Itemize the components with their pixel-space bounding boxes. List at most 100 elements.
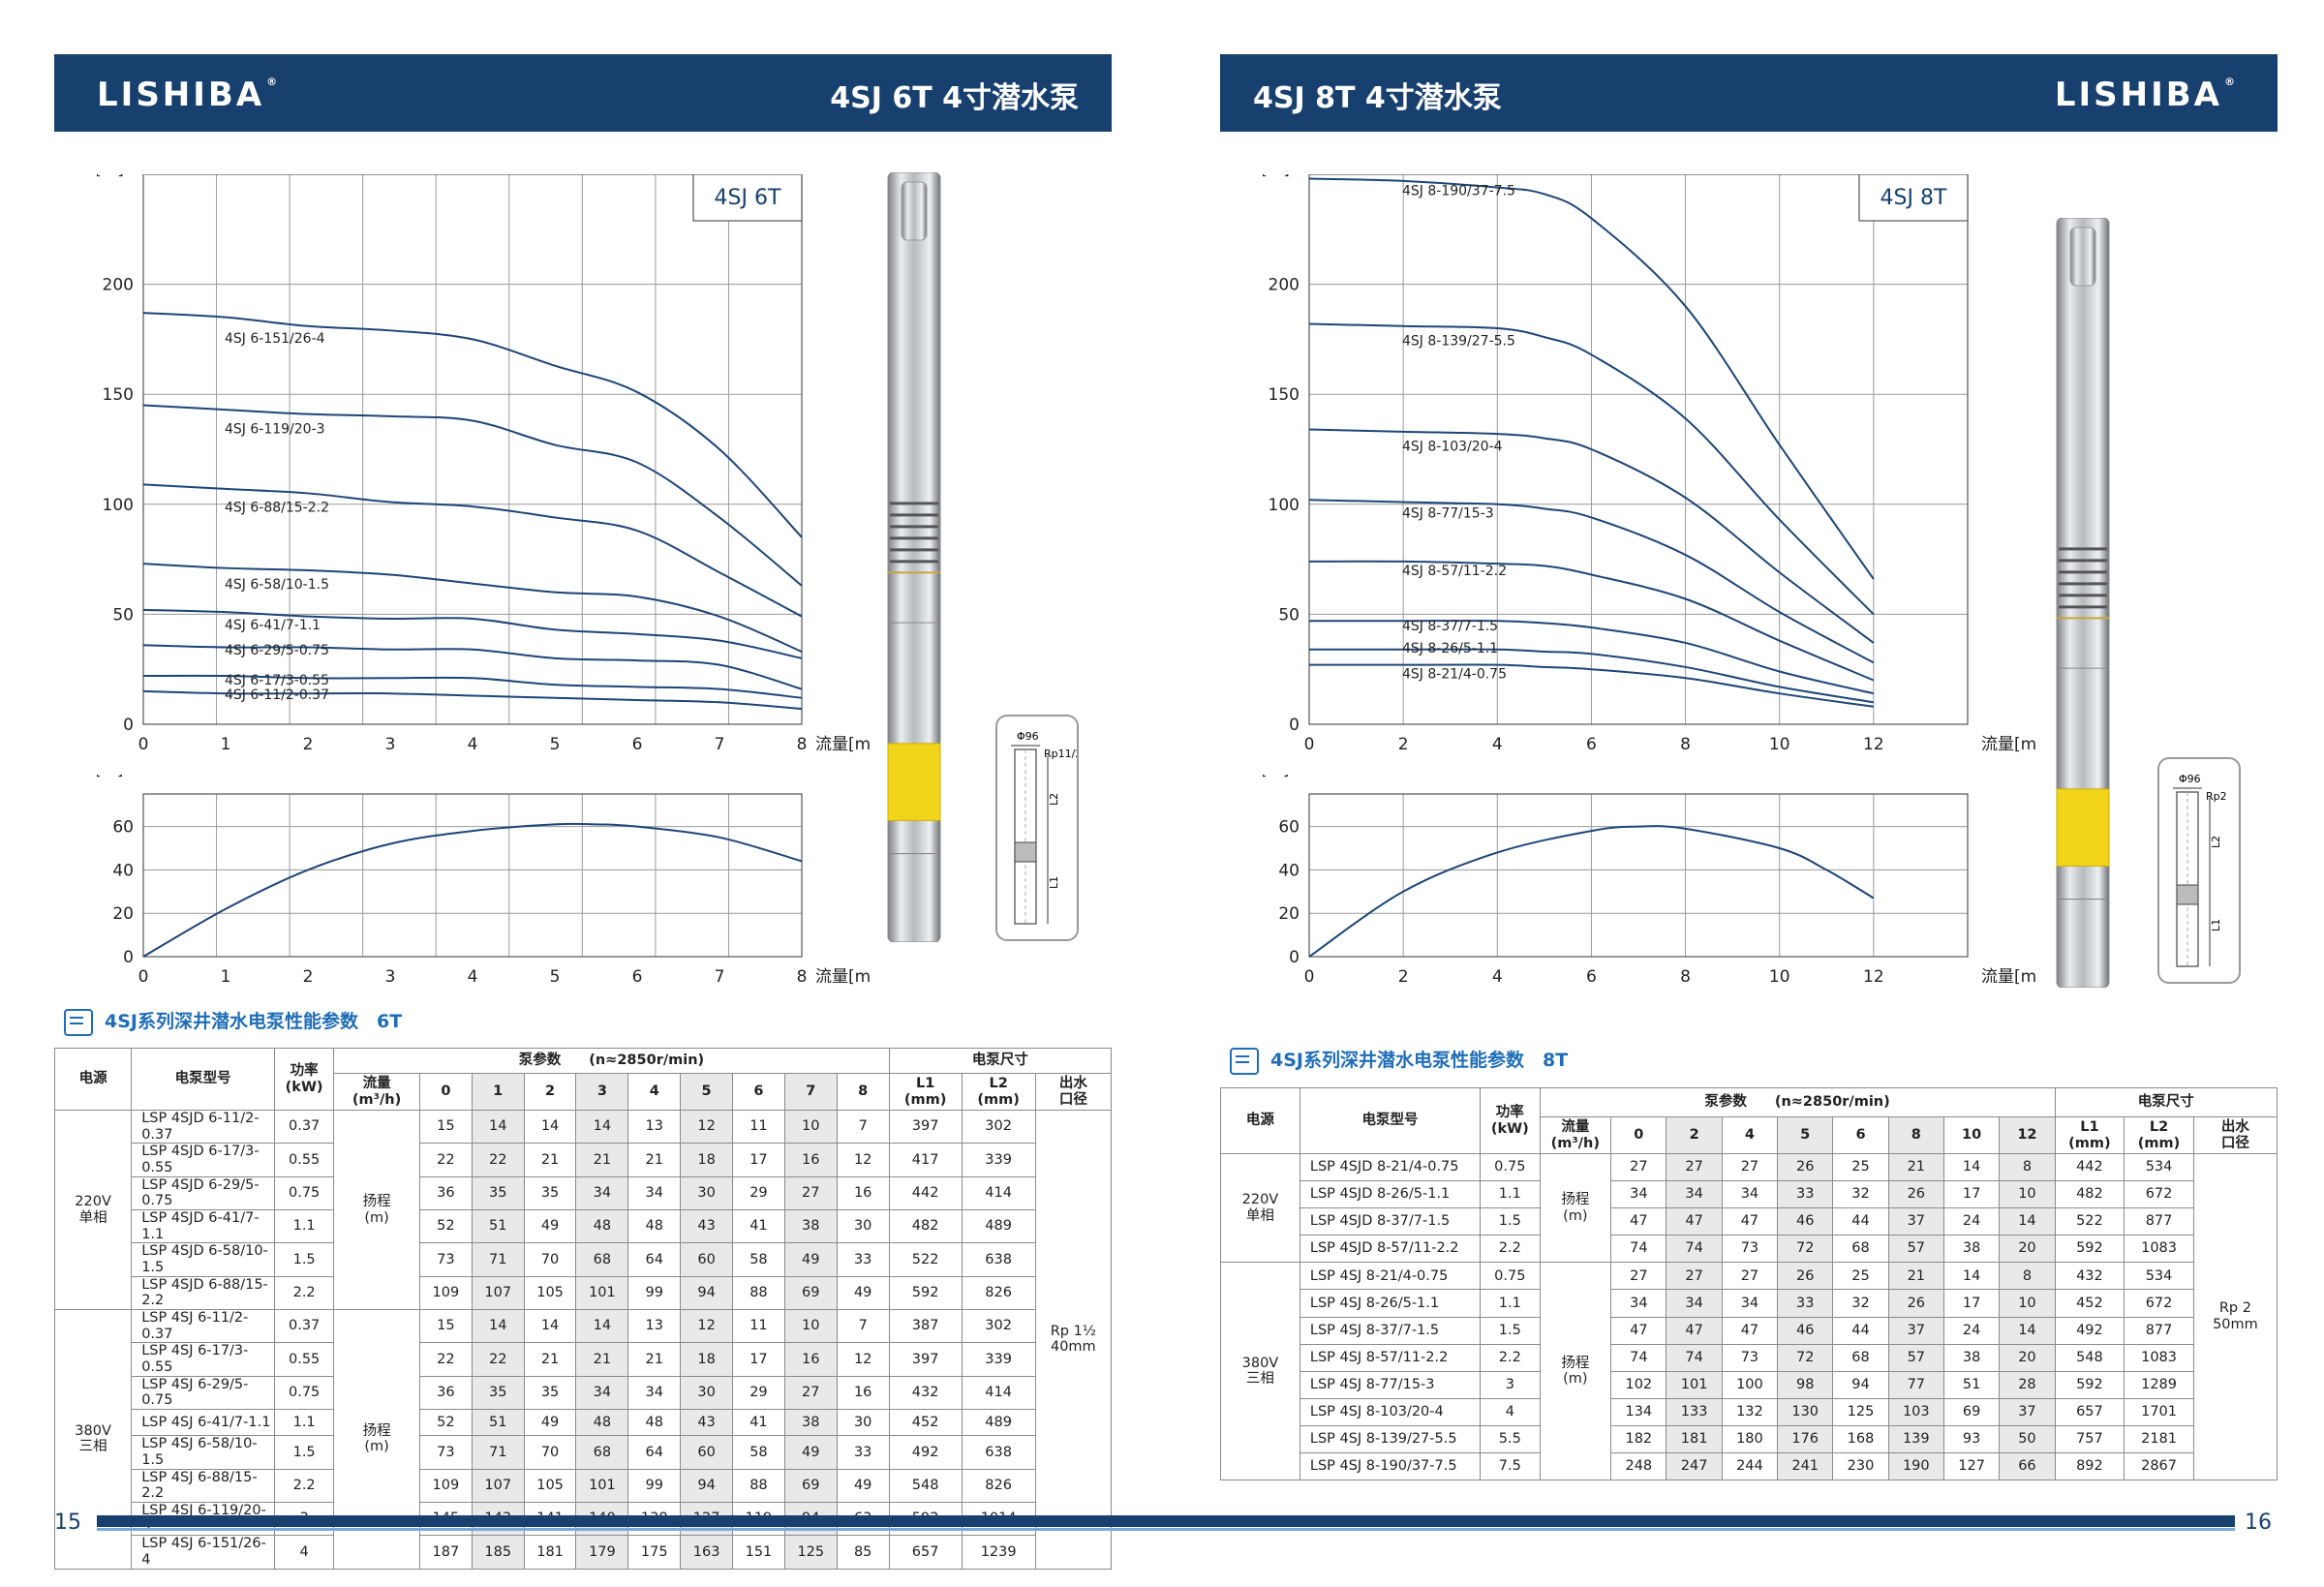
series-line — [142, 822, 803, 958]
head-value-cell: 15 — [418, 1309, 473, 1344]
l1-cell: 482 — [2054, 1180, 2125, 1209]
y-axis-label: 效率[%] — [1263, 775, 1294, 779]
head-value-cell: 66 — [1999, 1452, 2056, 1481]
head-value-cell: 69 — [1942, 1397, 2001, 1426]
head-value-cell: 25 — [1832, 1262, 1889, 1291]
head-value-cell: 8 — [1999, 1152, 2056, 1182]
y-tick-label: 40 — [112, 861, 134, 880]
l1-cell: 452 — [2054, 1289, 2125, 1318]
head-value-cell: 14 — [471, 1109, 525, 1144]
head-value-cell: 98 — [1777, 1370, 1834, 1399]
column-header: 7 — [783, 1073, 838, 1111]
head-value-cell: 11 — [732, 1309, 785, 1344]
diameter-label: Φ96 — [1017, 730, 1039, 743]
head-value-cell: 20 — [1999, 1235, 2056, 1264]
head-value-cell: 10 — [783, 1109, 838, 1144]
head-value-cell: 57 — [1887, 1235, 1944, 1264]
head-value-cell: 17 — [732, 1143, 785, 1177]
table-row: LSP 4SJD 8-26/5-1.1 1.1 34 34 34 33 32 26 17 10 48… — [1221, 1180, 2278, 1209]
head-value-cell: 60 — [680, 1435, 734, 1470]
head-value-cell: 21 — [575, 1143, 629, 1177]
head-value-cell: 48 — [575, 1209, 629, 1244]
head-label-cell: 扬程 (m) — [1539, 1262, 1612, 1481]
section-title: 4SJ系列深井潜水电泵性能参数 6T — [64, 1007, 402, 1036]
outlet-cell: Rp 2 50mm — [2192, 1152, 2278, 1481]
head-value-cell: 26 — [1887, 1289, 1944, 1318]
l2-cell: 1083 — [2124, 1235, 2194, 1264]
l1-cell: 492 — [888, 1435, 963, 1470]
head-value-cell: 99 — [627, 1468, 682, 1504]
head-value-cell: 11 — [732, 1109, 785, 1144]
y-tick-label: 0 — [1289, 716, 1300, 735]
x-tick-label: 0 — [138, 735, 149, 754]
head-value-cell: 26 — [1777, 1152, 1834, 1182]
head-value-cell: 70 — [523, 1242, 577, 1277]
head-value-cell: 163 — [680, 1535, 734, 1570]
head-value-cell: 101 — [575, 1275, 629, 1311]
x-tick-label: 4 — [1492, 735, 1503, 754]
column-header: L1 (mm) — [888, 1073, 963, 1111]
head-value-cell: 102 — [1610, 1370, 1667, 1399]
column-header: 出水 口径 — [2192, 1116, 2278, 1154]
head-value-cell: 51 — [1942, 1370, 2001, 1399]
head-value-cell: 176 — [1777, 1424, 1834, 1454]
table-row: LSP 4SJ 8-77/15-3 3 102 101 100 98 94 77 51 28 592… — [1221, 1370, 2278, 1399]
series-label: 4SJ 6-119/20-3 — [225, 422, 325, 438]
head-value-cell: 44 — [1832, 1316, 1889, 1345]
head-value-cell: 187 — [418, 1535, 473, 1570]
l2-cell: 672 — [2124, 1180, 2194, 1209]
pump-label-sticker — [2056, 788, 2110, 867]
head-value-cell: 35 — [523, 1375, 577, 1411]
brand-logo: LISHIBA ® — [2054, 76, 2235, 114]
y-axis-label: 扬程[m] — [97, 174, 128, 179]
head-value-cell: 36 — [418, 1175, 473, 1211]
head-value-cell: 241 — [1777, 1452, 1834, 1481]
head-value-cell: 32 — [1832, 1180, 1889, 1209]
table-row: LSP 4SJ 6-29/5-0.75 0.75 36 35 35 34 34 30 29 27 1… — [55, 1375, 1112, 1411]
x-tick-label: 0 — [1304, 735, 1315, 754]
head-value-cell: 99 — [627, 1275, 682, 1311]
x-tick-label: 2 — [303, 735, 314, 754]
series-line — [1308, 825, 1875, 958]
series-label: 4SJ 8-190/37-7.5 — [1402, 184, 1515, 199]
head-value-cell: 190 — [1887, 1452, 1944, 1481]
head-value-cell: 33 — [836, 1435, 890, 1470]
head-value-cell: 109 — [418, 1275, 473, 1311]
table-row: LSP 4SJ 6-58/10-1.5 1.5 73 71 70 68 64 60 58 49 33… — [55, 1435, 1112, 1470]
performance-table: 电源 电泵型号 功率 (kW) 泵参数 (n≈2850r/min) 电泵尺寸 流量 (m³/h… — [1220, 1087, 2278, 1481]
series-line — [1308, 322, 1875, 616]
model-cell: LSP 4SJD 8-37/7-1.5 — [1299, 1207, 1482, 1236]
column-header: 0 — [418, 1073, 473, 1111]
series-label: 4SJ 8-21/4-0.75 — [1402, 667, 1507, 683]
head-value-cell: 12 — [836, 1342, 890, 1377]
power-cell: 1.1 — [1480, 1289, 1541, 1318]
head-value-cell: 29 — [732, 1375, 785, 1411]
column-header: 泵参数 (n≈2850r/min) — [333, 1048, 890, 1074]
x-tick-label: 1 — [221, 735, 231, 754]
l2-cell: 534 — [2124, 1152, 2194, 1182]
head-value-cell: 74 — [1610, 1235, 1667, 1264]
l1-cell: 397 — [888, 1342, 963, 1377]
model-cell: LSP 4SJ 6-29/5-0.75 — [131, 1375, 276, 1411]
head-value-cell: 47 — [1721, 1207, 1779, 1236]
series-line — [142, 312, 803, 538]
table-row: LSP 4SJ 8-139/27-5.5 5.5 182 181 180 176 168 13… — [1221, 1424, 2278, 1454]
head-value-cell: 88 — [732, 1468, 785, 1504]
head-value-cell: 12 — [680, 1309, 734, 1344]
series-label: 4SJ 6-151/26-4 — [225, 331, 325, 347]
head-value-cell: 49 — [783, 1242, 838, 1277]
column-header: 3 — [575, 1073, 629, 1111]
page-title: 4SJ 6T 4寸潜水泵 — [830, 81, 1079, 115]
head-value-cell: 33 — [1777, 1180, 1834, 1209]
head-value-cell: 230 — [1832, 1452, 1889, 1481]
head-value-cell: 48 — [627, 1409, 682, 1437]
series-label: 4SJ 6-58/10-1.5 — [225, 577, 329, 593]
head-value-cell: 70 — [523, 1435, 577, 1470]
column-header: 流量 (m³/h) — [333, 1073, 420, 1111]
page-number: 16 — [2245, 1511, 2272, 1535]
power-cell: 1.1 — [1480, 1180, 1541, 1209]
head-value-cell: 244 — [1721, 1452, 1779, 1481]
head-value-cell: 109 — [418, 1468, 473, 1504]
table-row: 220V 单相 LSP 4SJD 8-21/4-0.75 0.75 扬程 (m) 27 27 2… — [1220, 1152, 2278, 1481]
outlet-label: Rp11/2 — [1044, 748, 1077, 760]
